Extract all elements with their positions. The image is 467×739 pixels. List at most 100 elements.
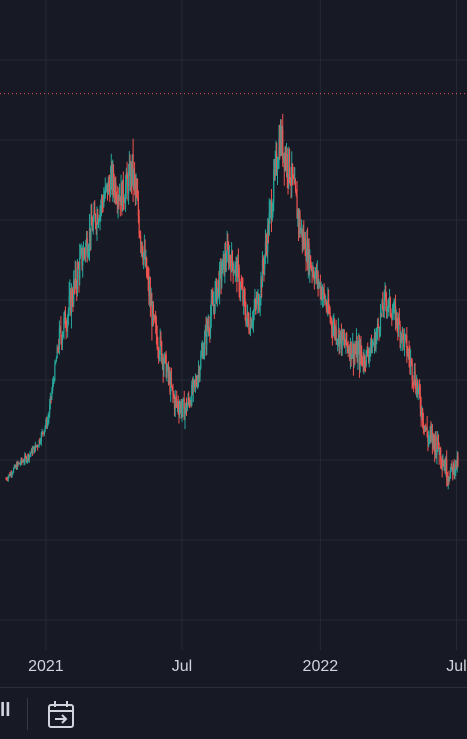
candle-down	[138, 216, 140, 234]
candlestick-chart-svg[interactable]	[0, 0, 467, 650]
candle-down	[265, 242, 267, 245]
candle-down	[198, 369, 200, 377]
candle-up	[82, 259, 84, 266]
candle-up	[219, 265, 221, 267]
time-axis[interactable]: 2021 Jul 2022 Jul	[0, 650, 467, 686]
candle-up	[46, 420, 48, 426]
candle-down	[42, 431, 44, 433]
candle-down	[165, 355, 167, 378]
candle-down	[390, 312, 392, 317]
candle-up	[237, 260, 239, 282]
candle-down	[50, 396, 52, 398]
candle-down	[294, 181, 297, 191]
candle-down	[158, 349, 160, 356]
candle-up	[62, 331, 64, 337]
candle-up	[240, 284, 242, 292]
candle-up	[131, 154, 133, 181]
candle-up	[210, 300, 212, 316]
candle-up	[349, 341, 352, 359]
candle-down	[243, 291, 246, 300]
candle-down	[304, 237, 306, 256]
candle-down	[101, 198, 103, 203]
candle-down	[229, 255, 231, 262]
candle-up	[38, 439, 40, 446]
candle-down	[312, 270, 315, 278]
candle-up	[369, 349, 371, 354]
candle-down	[60, 328, 62, 337]
candle-down	[239, 290, 241, 292]
candle-up	[316, 272, 318, 280]
candle-up	[333, 322, 335, 328]
candle-down	[380, 313, 382, 315]
candle-down	[102, 202, 104, 207]
candle-up	[43, 429, 45, 434]
candle-down	[426, 427, 428, 436]
candle-down	[94, 209, 96, 216]
price-chart[interactable]	[0, 0, 467, 650]
candle-up	[376, 330, 378, 337]
candle-down	[346, 333, 348, 345]
candle-down	[399, 324, 401, 341]
toolbar-truncated-label[interactable]: ll	[0, 700, 11, 721]
time-axis-label: 2022	[302, 658, 339, 675]
candle-down	[160, 336, 162, 343]
candle-down	[317, 272, 319, 285]
candle-up	[187, 397, 189, 406]
candle-down	[97, 213, 99, 224]
candle-down	[287, 175, 289, 179]
candle-up	[170, 377, 172, 392]
candle-down	[77, 266, 79, 268]
candle-up	[257, 294, 259, 299]
candle-down	[367, 349, 369, 355]
candle-down	[65, 327, 67, 329]
candle-down	[173, 394, 175, 398]
candle-up	[320, 288, 322, 296]
candle-down	[255, 300, 257, 304]
candle-up	[100, 206, 102, 210]
candle-down	[411, 360, 413, 380]
candle-up	[85, 238, 88, 244]
candle-up	[319, 282, 321, 284]
candle-down	[391, 316, 393, 320]
candle-up	[400, 334, 402, 341]
candle-up	[298, 215, 300, 226]
calendar-goto-date-icon[interactable]	[46, 699, 78, 731]
candle-down	[403, 334, 405, 348]
candle-up	[124, 201, 126, 203]
candle-up	[383, 292, 385, 311]
candle-down	[245, 313, 247, 324]
candle-down	[324, 294, 326, 303]
candle-down	[211, 300, 213, 302]
candle-up	[68, 296, 70, 311]
candle-down	[175, 398, 177, 400]
candle-down	[195, 380, 197, 385]
candle-up	[20, 458, 22, 464]
candle-down	[360, 346, 362, 356]
candle-up	[53, 380, 55, 382]
candle-down	[25, 456, 27, 462]
candle-down	[240, 284, 242, 288]
candle-up	[107, 180, 109, 195]
candle-up	[9, 472, 12, 476]
candle-down	[202, 349, 204, 358]
candle-up	[55, 361, 57, 364]
candle-down	[326, 308, 328, 311]
candle-down	[146, 275, 148, 277]
candle-down	[414, 371, 416, 387]
candle-up	[339, 335, 341, 348]
candle-up	[55, 358, 58, 362]
candle-down	[362, 364, 364, 368]
candle-up	[110, 165, 112, 177]
candle-up	[442, 463, 444, 467]
candle-down	[286, 153, 288, 176]
candle-up	[366, 349, 368, 351]
candle-down	[196, 384, 198, 386]
candle-up	[288, 149, 290, 179]
candle-up	[284, 153, 286, 169]
candle-down	[121, 184, 123, 212]
candle-down	[323, 288, 325, 295]
candle-down	[122, 179, 124, 202]
candle-down	[408, 350, 410, 358]
candle-up	[127, 172, 130, 194]
candle-down	[288, 149, 291, 180]
